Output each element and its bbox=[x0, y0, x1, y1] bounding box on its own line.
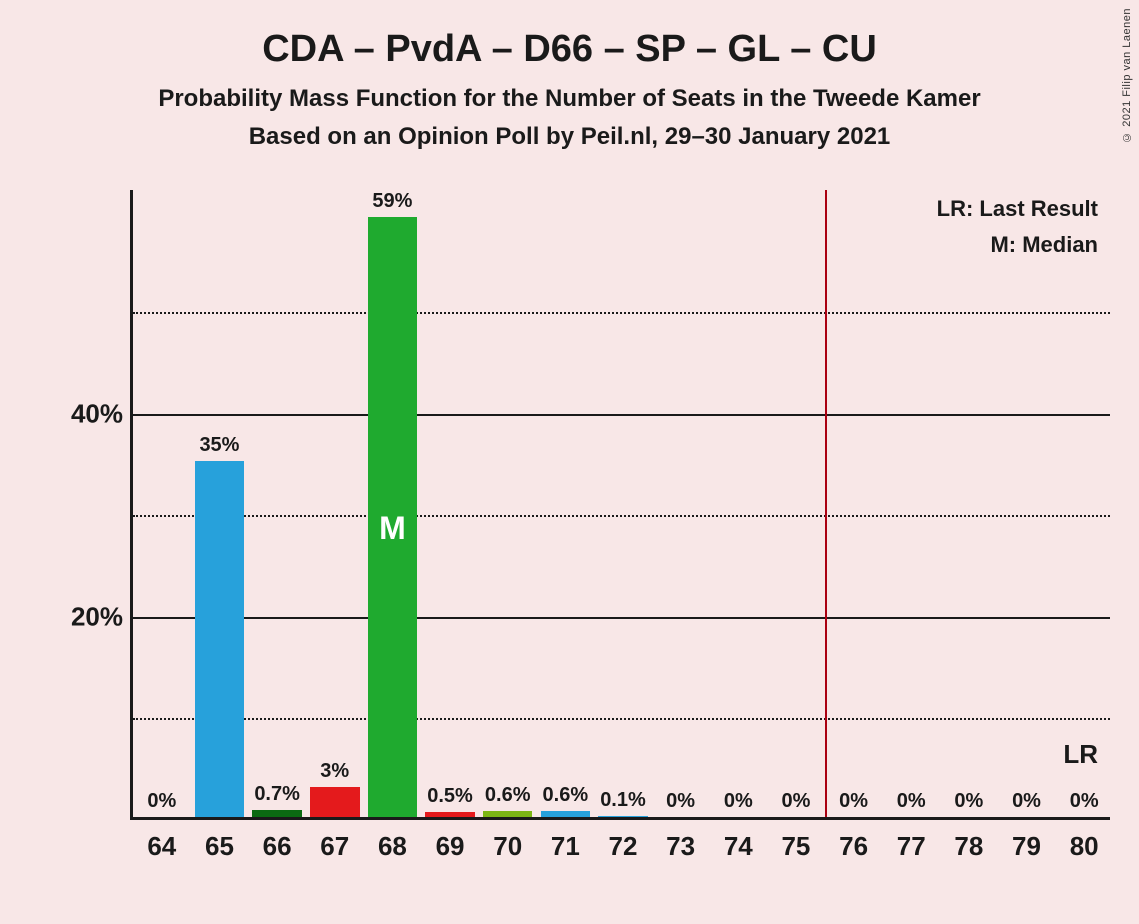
bar: 0.6% bbox=[541, 811, 591, 817]
x-axis-tick: 65 bbox=[205, 831, 234, 862]
gridline-major bbox=[133, 617, 1110, 619]
bar: 0.1% bbox=[598, 816, 648, 817]
y-axis-tick: 40% bbox=[71, 398, 133, 429]
bar-value-label: 0% bbox=[954, 790, 983, 813]
x-axis-tick: 75 bbox=[781, 831, 810, 862]
x-axis-tick: 74 bbox=[724, 831, 753, 862]
bar: 0.5% bbox=[425, 812, 475, 817]
bar-value-label: 59% bbox=[372, 190, 412, 213]
bar-value-label: 0.6% bbox=[543, 784, 589, 807]
bar-value-label: 0% bbox=[724, 790, 753, 813]
bar-rect bbox=[252, 810, 302, 817]
x-axis-tick: 68 bbox=[378, 831, 407, 862]
bar-rect bbox=[425, 812, 475, 817]
y-axis-tick: 20% bbox=[71, 601, 133, 632]
legend-lr: LR: Last Result bbox=[937, 196, 1098, 222]
x-axis-tick: 80 bbox=[1070, 831, 1099, 862]
bar-rect bbox=[598, 816, 648, 817]
x-axis-tick: 66 bbox=[263, 831, 292, 862]
gridline-minor bbox=[133, 515, 1110, 517]
gridline-minor bbox=[133, 312, 1110, 314]
legend-m: M: Median bbox=[937, 232, 1098, 258]
gridline-minor bbox=[133, 718, 1110, 720]
title-block: CDA – PvdA – D66 – SP – GL – CU Probabil… bbox=[0, 0, 1139, 151]
bar-rect bbox=[310, 787, 360, 817]
chart-subtitle-1: Probability Mass Function for the Number… bbox=[0, 85, 1139, 113]
x-axis-tick: 69 bbox=[436, 831, 465, 862]
x-axis-tick: 71 bbox=[551, 831, 580, 862]
gridline-major bbox=[133, 414, 1110, 416]
x-axis-tick: 70 bbox=[493, 831, 522, 862]
x-axis-tick: 64 bbox=[147, 831, 176, 862]
bar-value-label: 0% bbox=[1070, 790, 1099, 813]
bar-value-label: 3% bbox=[320, 760, 349, 783]
last-result-line bbox=[825, 190, 827, 817]
x-axis-tick: 73 bbox=[666, 831, 695, 862]
bar-value-label: 0.1% bbox=[600, 789, 646, 812]
x-axis-tick: 72 bbox=[609, 831, 638, 862]
x-axis-tick: 78 bbox=[954, 831, 983, 862]
bar: 35% bbox=[195, 461, 245, 817]
bar-value-label: 35% bbox=[199, 434, 239, 457]
bar-value-label: 0% bbox=[781, 790, 810, 813]
legend: LR: Last Result M: Median bbox=[937, 196, 1098, 268]
bar: 0.6% bbox=[483, 811, 533, 817]
chart-title: CDA – PvdA – D66 – SP – GL – CU bbox=[0, 28, 1139, 71]
x-axis-tick: 77 bbox=[897, 831, 926, 862]
bar-value-label: 0% bbox=[666, 790, 695, 813]
bar: 0.7% bbox=[252, 810, 302, 817]
bar-rect bbox=[541, 811, 591, 817]
chart: LR: Last Result M: Median 20% 40% 0% 64 35% 6… bbox=[50, 190, 1110, 890]
x-axis-tick: 67 bbox=[320, 831, 349, 862]
bar-value-label: 0.6% bbox=[485, 784, 531, 807]
x-axis-tick: 76 bbox=[839, 831, 868, 862]
x-axis-tick: 79 bbox=[1012, 831, 1041, 862]
bar-value-label: 0.7% bbox=[254, 783, 300, 806]
last-result-label: LR bbox=[1063, 739, 1098, 770]
bar-rect bbox=[195, 461, 245, 817]
bar: 3% bbox=[310, 787, 360, 817]
chart-subtitle-2: Based on an Opinion Poll by Peil.nl, 29–… bbox=[0, 123, 1139, 151]
bar-value-label: 0% bbox=[839, 790, 868, 813]
copyright-text: © 2021 Filip van Laenen bbox=[1121, 8, 1133, 143]
bar-value-label: 0.5% bbox=[427, 785, 473, 808]
bar-rect bbox=[483, 811, 533, 817]
plot-area: LR: Last Result M: Median 20%40%0%6435%6… bbox=[130, 190, 1110, 820]
median-marker: M bbox=[379, 510, 406, 547]
bar-value-label: 0% bbox=[147, 790, 176, 813]
bar-value-label: 0% bbox=[1012, 790, 1041, 813]
bar: 59%M bbox=[368, 217, 418, 817]
bar-value-label: 0% bbox=[897, 790, 926, 813]
